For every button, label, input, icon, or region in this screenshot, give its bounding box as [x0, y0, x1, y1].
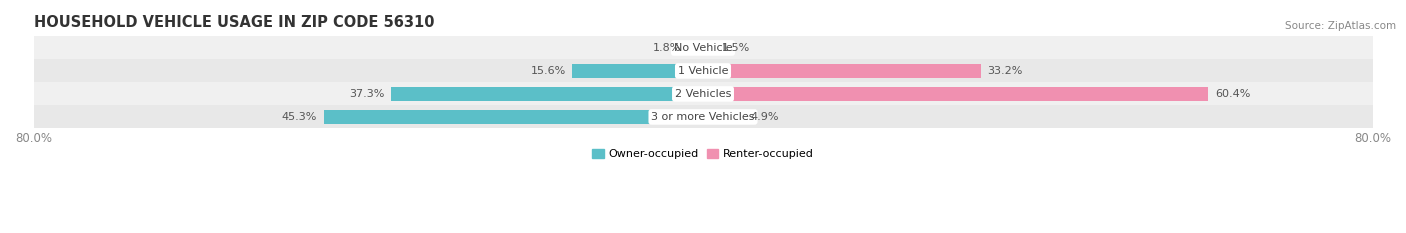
- Bar: [391, 87, 703, 101]
- Text: 33.2%: 33.2%: [987, 66, 1024, 76]
- Text: No Vehicle: No Vehicle: [673, 43, 733, 53]
- Text: 15.6%: 15.6%: [530, 66, 565, 76]
- Bar: [34, 37, 1372, 59]
- Text: Source: ZipAtlas.com: Source: ZipAtlas.com: [1285, 21, 1396, 31]
- Bar: [572, 64, 703, 78]
- Text: 60.4%: 60.4%: [1215, 89, 1250, 99]
- Bar: [688, 41, 703, 55]
- Bar: [34, 82, 1372, 105]
- Bar: [703, 87, 1209, 101]
- Legend: Owner-occupied, Renter-occupied: Owner-occupied, Renter-occupied: [588, 144, 818, 164]
- Text: HOUSEHOLD VEHICLE USAGE IN ZIP CODE 56310: HOUSEHOLD VEHICLE USAGE IN ZIP CODE 5631…: [34, 15, 434, 30]
- Text: 4.9%: 4.9%: [751, 112, 779, 122]
- Bar: [703, 110, 744, 124]
- Bar: [323, 110, 703, 124]
- Bar: [34, 59, 1372, 82]
- Text: 45.3%: 45.3%: [281, 112, 318, 122]
- Text: 2 Vehicles: 2 Vehicles: [675, 89, 731, 99]
- Text: 1.5%: 1.5%: [723, 43, 751, 53]
- Text: 1 Vehicle: 1 Vehicle: [678, 66, 728, 76]
- Bar: [703, 64, 981, 78]
- Bar: [34, 105, 1372, 128]
- Text: 3 or more Vehicles: 3 or more Vehicles: [651, 112, 755, 122]
- Text: 1.8%: 1.8%: [652, 43, 682, 53]
- Bar: [703, 41, 716, 55]
- Text: 37.3%: 37.3%: [349, 89, 384, 99]
